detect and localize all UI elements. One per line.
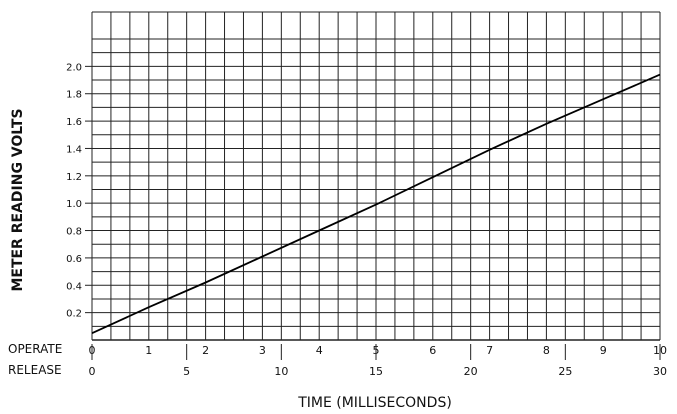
operate-tick-label: 8	[543, 344, 550, 357]
release-tick-label: 25	[558, 365, 572, 378]
operate-tick-label: 2	[202, 344, 209, 357]
release-tick-label: 15	[369, 365, 383, 378]
release-tick-label: 10	[274, 365, 288, 378]
y-tick-label: 1.4	[66, 144, 82, 155]
y-tick-label: 1.2	[66, 172, 82, 183]
y-tick-label: 0.2	[66, 309, 82, 320]
series-line	[91, 73, 661, 335]
y-tick-label: 1.8	[66, 90, 82, 101]
y-tick-label: 0.6	[66, 254, 82, 265]
release-tick-label: 30	[653, 365, 667, 378]
operate-scale-label: OPERATE	[8, 342, 62, 356]
release-tick-label: 0	[89, 365, 96, 378]
y-tick-label: 0.4	[66, 281, 82, 292]
x-axis-label: TIME (MILLISECONDS)	[297, 395, 452, 411]
operate-tick-label: 9	[600, 344, 607, 357]
y-tick-label: 1.6	[66, 117, 82, 128]
operate-tick-label: 4	[316, 344, 323, 357]
operate-tick-label: 7	[486, 344, 493, 357]
grid	[91, 11, 661, 341]
operate-tick-label: 6	[429, 344, 436, 357]
y-tick-label: 0.8	[66, 227, 82, 238]
y-axis-label: METER READING VOLTS	[10, 108, 26, 291]
x-tick-labels: 012345678910051015202530	[89, 344, 667, 378]
y-tick-label: 2.0	[66, 62, 82, 73]
y-tick-label: 1.0	[66, 199, 82, 210]
release-tick-label: 5	[183, 365, 190, 378]
series-group	[91, 73, 661, 335]
release-tick-label: 20	[464, 365, 478, 378]
operate-tick-label: 1	[145, 344, 152, 357]
y-tick-labels: 0.2 0.4 0.6 0.8 1.0 1.2 1.4 1.6 1.8 2.0	[66, 62, 92, 320]
operate-tick-label: 3	[259, 344, 266, 357]
release-scale-label: RELEASE	[8, 363, 62, 377]
